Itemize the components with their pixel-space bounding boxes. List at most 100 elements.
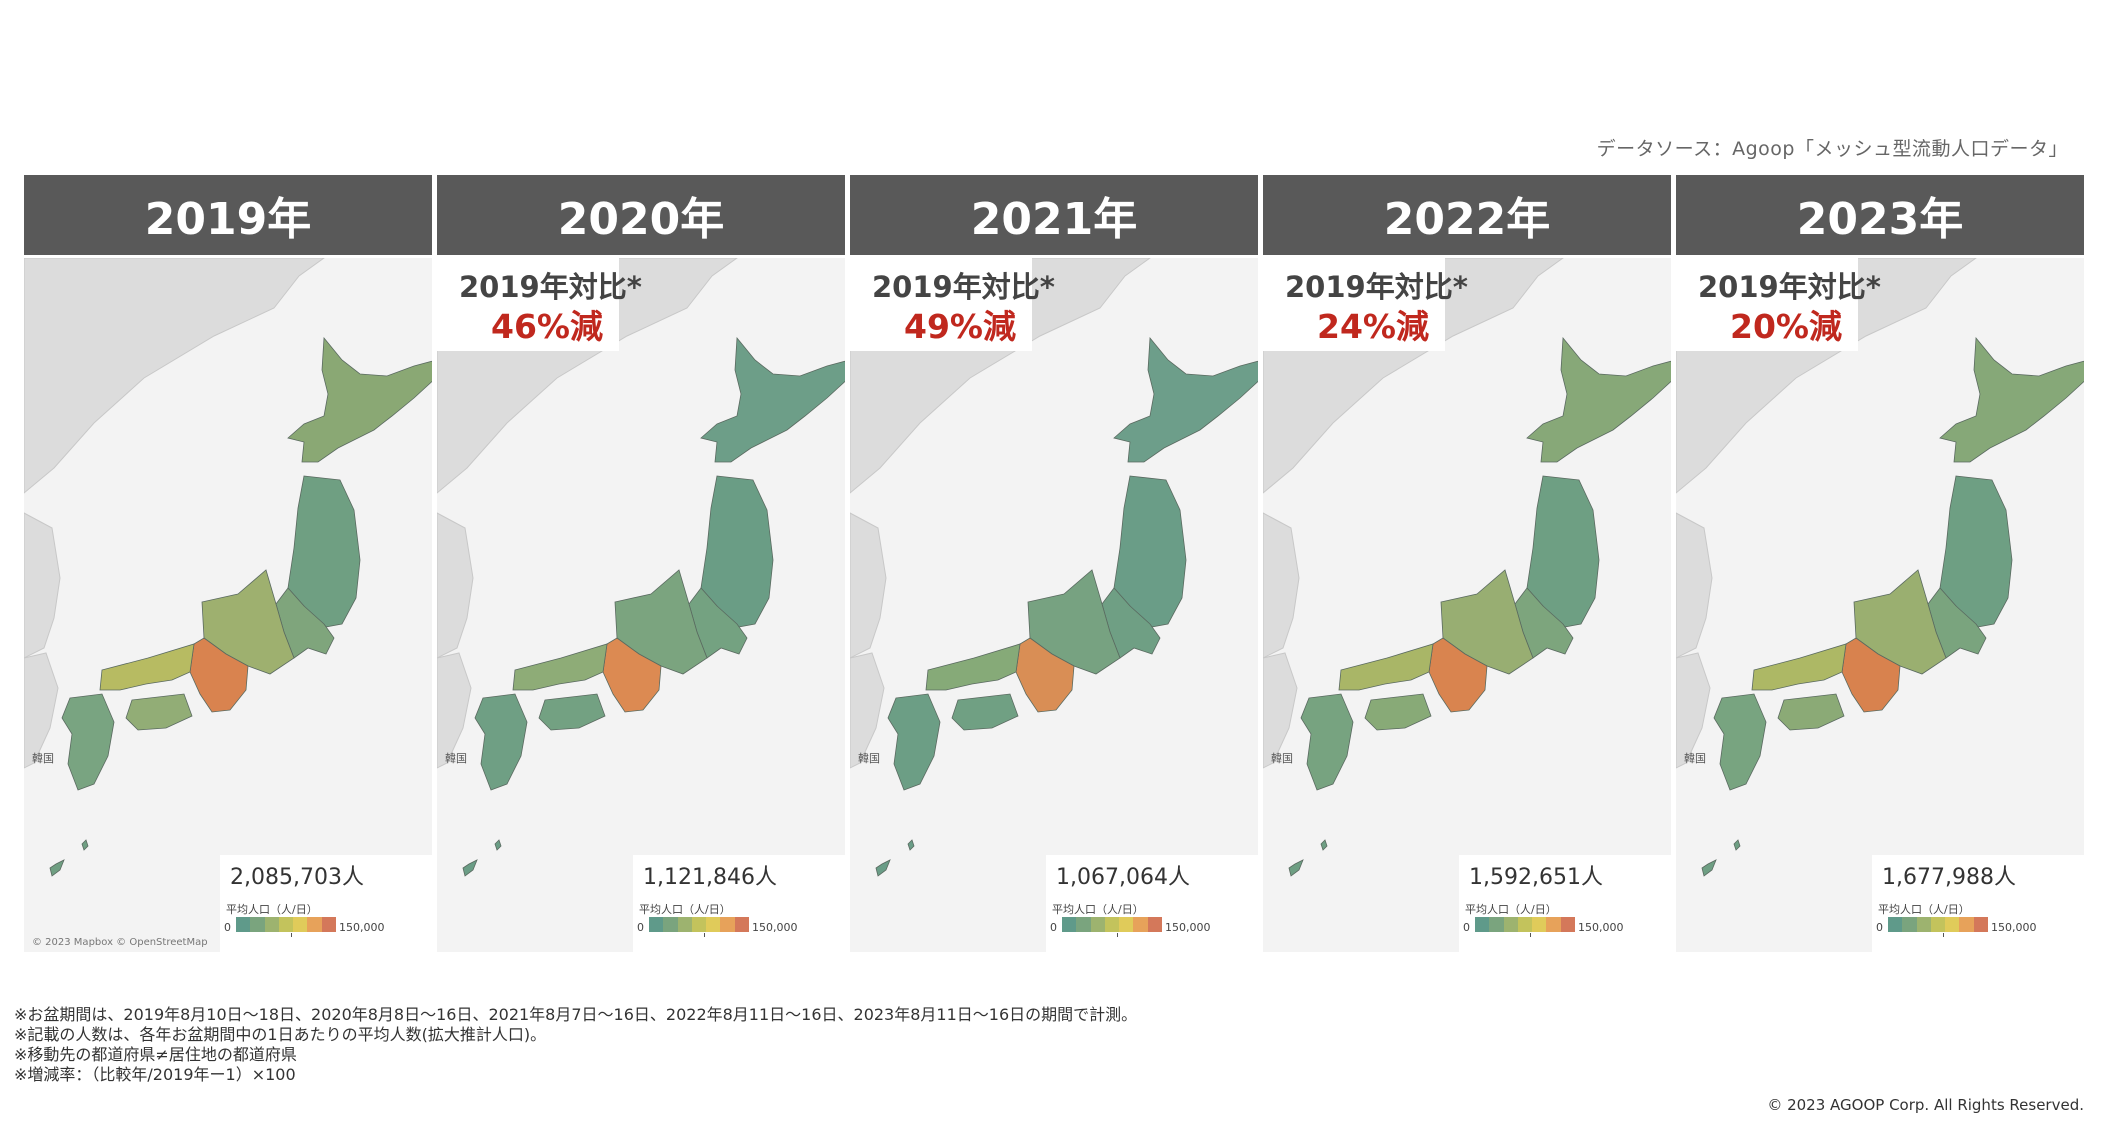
- japan-map-svg: [1676, 258, 2084, 877]
- legend-swatch: [691, 917, 707, 932]
- comparison-box: 2019年対比* 49%減: [850, 258, 1055, 351]
- legend-swatch: [321, 917, 336, 932]
- comparison-box: 2019年対比* 46%減: [437, 258, 642, 351]
- legend-swatch: [720, 917, 735, 932]
- comparison-value: 46%減: [491, 307, 603, 346]
- region-okinawa: [1701, 839, 1741, 877]
- legend-swatch: [293, 917, 308, 932]
- legend-color-bar: [649, 917, 749, 932]
- region-kinki: [602, 637, 662, 713]
- region-chugoku: [512, 643, 608, 691]
- region-kinki: [1428, 637, 1488, 713]
- region-kinki: [1841, 637, 1901, 713]
- region-kinki: [189, 637, 249, 713]
- continent-land: [24, 258, 325, 494]
- legend-title: 平均人口（人/日）: [639, 903, 731, 916]
- legend-swatch: [1546, 917, 1561, 932]
- region-chugoku: [1338, 643, 1434, 691]
- japan-map: 韓国: [1676, 258, 2084, 952]
- legend-swatch: [1959, 917, 1974, 932]
- panel-2020: 2020年 韓国 2019年対比* 46%減 1,121,846人 平均人口（人…: [437, 175, 845, 955]
- footnotes: ※お盆期間は、2019年8月10日～18日、2020年8月8日～16日、2021…: [14, 1005, 1137, 1085]
- region-tohoku: [1939, 475, 2013, 629]
- panel-2022: 2022年 韓国 2019年対比* 24%減 1,592,651人 平均人口（人…: [1263, 175, 1671, 955]
- legend-swatch: [278, 917, 294, 932]
- panel-2019: 2019年 韓国 © 2023 Mapbox © OpenStreetMap 2,…: [24, 175, 432, 955]
- korea-south-land: [850, 652, 885, 769]
- korea-label: 韓国: [445, 752, 467, 765]
- korea-label: 韓国: [1271, 752, 1293, 765]
- region-tohoku: [1526, 475, 1600, 629]
- region-hokkaido: [287, 336, 432, 463]
- copyright: © 2023 AGOOP Corp. All Rights Reserved.: [1767, 1096, 2084, 1114]
- data-source-caption: データソース：Agoop「メッシュ型流動人口データ」: [1596, 138, 2068, 160]
- legend-swatch: [706, 917, 721, 932]
- region-tohoku: [700, 475, 774, 629]
- region-shikoku: [125, 693, 193, 731]
- footnote: ※お盆期間は、2019年8月10日～18日、2020年8月8日～16日、2021…: [14, 1005, 1138, 1024]
- comparison-value: 24%減: [1317, 307, 1429, 346]
- legend-max: 150,000: [1991, 921, 2037, 934]
- year-header: 2020年: [437, 175, 845, 255]
- region-tohoku: [287, 475, 361, 629]
- legend-swatch: [1517, 917, 1533, 932]
- legend-color-bar: [1062, 917, 1162, 932]
- legend-color-bar: [236, 917, 336, 932]
- year-header: 2023年: [1676, 175, 2084, 255]
- korea-south-land: [1676, 652, 1711, 769]
- legend-min: 0: [637, 921, 644, 934]
- average-population-total: 1,677,988人: [1882, 865, 2016, 890]
- legend-title: 平均人口（人/日）: [226, 903, 318, 916]
- region-okinawa: [875, 839, 915, 877]
- legend-box: 1,121,846人 平均人口（人/日） 0 150,000: [633, 855, 845, 952]
- japan-map: 韓国: [1263, 258, 1671, 952]
- legend-box: 1,677,988人 平均人口（人/日） 0 150,000: [1872, 855, 2084, 952]
- year-header: 2022年: [1263, 175, 1671, 255]
- region-kyushu: [474, 693, 528, 791]
- korean-peninsula-land: [1676, 512, 1713, 659]
- legend-max: 150,000: [752, 921, 798, 934]
- region-okinawa: [462, 839, 502, 877]
- year-header: 2021年: [850, 175, 1258, 255]
- korea-south-land: [437, 652, 472, 769]
- comparison-label: 2019年対比*: [459, 270, 642, 304]
- average-population-total: 1,121,846人: [643, 865, 777, 890]
- legend-swatch: [236, 917, 251, 932]
- legend-swatch: [1560, 917, 1575, 932]
- region-shikoku: [951, 693, 1019, 731]
- legend-color-bar: [1888, 917, 1988, 932]
- region-kyushu: [1713, 693, 1767, 791]
- region-hokkaido: [1526, 336, 1671, 463]
- legend-tick: [1943, 933, 1944, 937]
- legend-swatch: [663, 917, 678, 932]
- japan-map-svg: [1263, 258, 1671, 877]
- legend-swatch: [1475, 917, 1490, 932]
- map-attribution: © 2023 Mapbox © OpenStreetMap: [32, 937, 208, 948]
- region-shikoku: [1777, 693, 1845, 731]
- region-hokkaido: [700, 336, 845, 463]
- region-chugoku: [99, 643, 195, 691]
- legend-swatch: [1916, 917, 1931, 932]
- legend-title: 平均人口（人/日）: [1465, 903, 1557, 916]
- korea-south-land: [24, 652, 59, 769]
- japan-map-svg: [24, 258, 432, 877]
- korean-peninsula-land: [24, 512, 61, 659]
- legend-max: 150,000: [1578, 921, 1624, 934]
- japan-map: 韓国: [850, 258, 1258, 952]
- legend-title: 平均人口（人/日）: [1878, 903, 1970, 916]
- legend-box: 2,085,703人 平均人口（人/日） 0 150,000: [220, 855, 432, 952]
- legend-swatch: [250, 917, 265, 932]
- legend-swatch: [1489, 917, 1504, 932]
- legend-box: 1,592,651人 平均人口（人/日） 0 150,000: [1459, 855, 1671, 952]
- footnote: ※移動先の都道府県≠居住地の都道府県: [14, 1045, 297, 1064]
- region-shikoku: [1364, 693, 1432, 731]
- legend-swatch: [677, 917, 692, 932]
- region-chugoku: [925, 643, 1021, 691]
- year-panels: 2019年 韓国 © 2023 Mapbox © OpenStreetMap 2,…: [24, 175, 2084, 955]
- legend-swatch: [1133, 917, 1148, 932]
- footnote: ※増減率：（比較年/2019年ー1）×100: [14, 1065, 296, 1084]
- legend-swatch: [1503, 917, 1518, 932]
- region-hokkaido: [1113, 336, 1258, 463]
- panel-2023: 2023年 韓国 2019年対比* 20%減 1,677,988人 平均人口（人…: [1676, 175, 2084, 955]
- legend-min: 0: [1050, 921, 1057, 934]
